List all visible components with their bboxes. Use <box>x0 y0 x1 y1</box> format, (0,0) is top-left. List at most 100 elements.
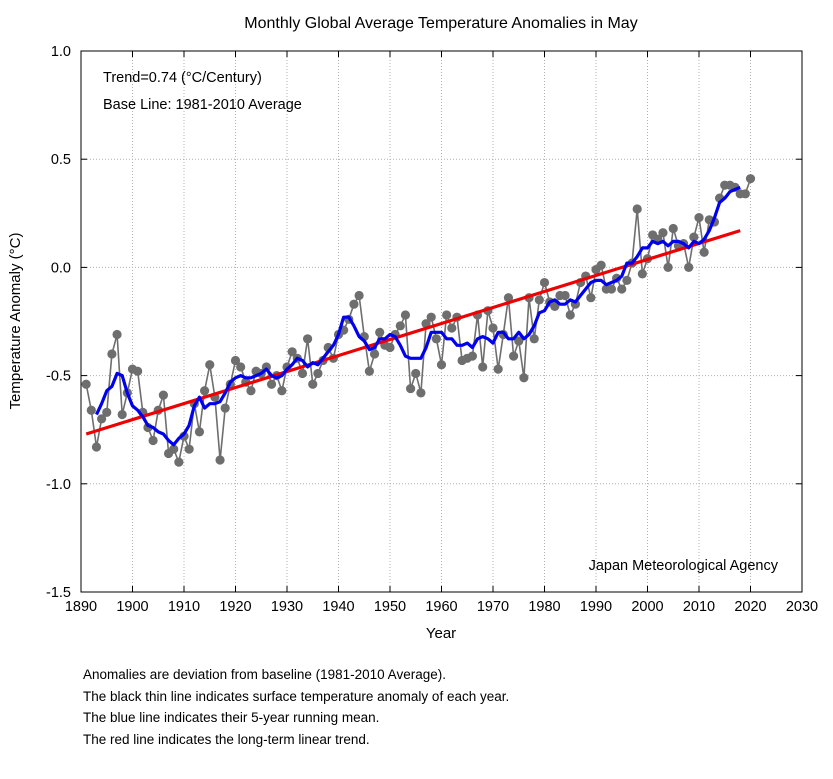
annual-anomaly-point <box>447 323 457 333</box>
annual-anomaly-point <box>694 213 704 223</box>
annual-anomaly-point <box>102 407 112 417</box>
annual-anomaly-point <box>699 247 709 257</box>
x-tick-label: 1920 <box>219 599 251 615</box>
annual-anomaly-point <box>529 334 539 344</box>
x-tick-label: 1930 <box>271 599 303 615</box>
annual-anomaly-point <box>406 383 416 394</box>
x-tick-label: 2020 <box>734 599 766 615</box>
annual-anomaly-point <box>158 390 168 400</box>
x-tick-label: 2010 <box>683 599 715 615</box>
agency-annotation: Japan Meteorological Agency <box>589 558 779 574</box>
annual-anomaly-point <box>308 379 318 389</box>
annual-anomaly-point <box>220 403 230 413</box>
y-tick-label: 0.0 <box>51 260 71 276</box>
annual-anomaly-point <box>493 364 503 374</box>
annual-anomaly-point <box>539 277 550 288</box>
annual-anomaly-point <box>184 444 194 454</box>
x-tick-label: 1970 <box>477 599 509 615</box>
annual-anomaly-point <box>169 444 179 454</box>
x-tick-label: 1960 <box>425 599 457 615</box>
annual-anomaly-point <box>478 362 488 372</box>
annual-anomaly-point <box>354 290 364 301</box>
x-axis-label: Year <box>426 625 456 642</box>
grid <box>81 51 802 592</box>
temperature-anomaly-chart: Monthly Global Average Temperature Anoma… <box>7 15 818 642</box>
annual-anomaly-point <box>560 290 570 301</box>
annual-anomaly-point <box>375 327 385 337</box>
trend-annotation: Trend=0.74 (°C/Century) <box>103 70 262 86</box>
annual-anomaly-point <box>622 275 632 285</box>
chart-title: Monthly Global Average Temperature Anoma… <box>244 15 637 32</box>
x-tick-label: 1890 <box>65 599 97 615</box>
annual-anomaly-point <box>436 360 447 370</box>
annual-anomaly-point <box>266 379 277 389</box>
baseline-annotation: Base Line: 1981-2010 Average <box>103 97 302 113</box>
annual-anomaly-point <box>148 435 158 446</box>
y-tick-label: -1.0 <box>46 477 71 493</box>
annual-anomaly-point <box>514 336 524 346</box>
annual-anomaly-point <box>205 360 215 370</box>
annual-anomaly-point <box>91 442 102 452</box>
y-axis-ticks: 1.0 0.5 0.0 -0.5 -1.0 -1.5 <box>46 44 802 601</box>
annual-anomaly-point <box>364 366 374 376</box>
annual-anomaly-point <box>297 368 308 379</box>
annual-anomaly-point <box>740 189 750 199</box>
annual-anomaly-point <box>400 310 411 320</box>
annual-anomaly-point <box>416 388 426 398</box>
note-baseline: Anomalies are deviation from baseline (1… <box>83 667 446 682</box>
series <box>81 174 756 467</box>
annual-anomaly-point <box>632 204 642 214</box>
annual-anomaly-point <box>246 386 256 396</box>
annual-anomaly-line <box>85 178 752 466</box>
annual-anomaly-point <box>689 232 699 242</box>
annual-anomaly-point <box>86 405 96 415</box>
annual-anomaly-point <box>684 262 694 272</box>
annual-anomaly-point <box>565 310 575 320</box>
plot-frame <box>80 50 803 593</box>
annual-anomaly-point <box>117 409 127 420</box>
annual-anomaly-point <box>236 362 246 372</box>
x-tick-label: 2030 <box>786 599 818 615</box>
annual-anomaly-point <box>385 342 395 353</box>
annual-anomaly-point <box>369 349 380 359</box>
annual-anomaly-point <box>133 366 143 376</box>
annual-anomaly-point <box>97 414 107 424</box>
annual-anomaly-point <box>81 379 91 389</box>
annual-anomaly-point <box>215 455 225 465</box>
annual-anomaly-point <box>200 386 210 396</box>
chart-notes: Anomalies are deviation from baseline (1… <box>83 664 509 750</box>
y-axis-label: Temperature Anomaly (°C) <box>7 233 24 410</box>
y-tick-label: 0.5 <box>51 152 71 168</box>
annual-anomaly-point <box>550 301 560 311</box>
annual-anomaly-point <box>230 355 241 366</box>
running-mean-line <box>95 185 741 447</box>
x-tick-label: 1900 <box>116 599 148 615</box>
annual-anomaly-point <box>586 293 596 303</box>
annual-anomaly-point <box>112 329 122 340</box>
annual-anomaly-point <box>174 457 184 467</box>
x-axis-ticks: 1890 1900 1910 1920 1930 1940 1950 1960 1970 1980… <box>65 51 818 615</box>
annual-anomaly-point <box>313 368 323 379</box>
annual-anomaly-point <box>617 284 627 294</box>
annual-anomaly-point <box>442 310 452 320</box>
y-tick-label: 1.0 <box>51 44 71 60</box>
annual-anomaly-point <box>431 334 441 344</box>
annual-anomaly-point <box>637 269 647 279</box>
annual-anomaly-point <box>488 323 498 333</box>
x-tick-label: 1940 <box>322 599 354 615</box>
annual-anomaly-point <box>606 284 617 294</box>
annual-anomaly-point <box>107 349 117 359</box>
note-anomaly-line: The black thin line indicates surface te… <box>83 688 510 704</box>
annual-anomaly-point <box>426 312 436 322</box>
x-tick-label: 1980 <box>528 599 560 615</box>
annual-anomaly-point <box>658 228 668 238</box>
annual-anomaly-point <box>467 351 477 361</box>
annual-anomaly-point <box>508 351 519 361</box>
y-tick-label: -1.5 <box>46 585 71 601</box>
x-tick-label: 2000 <box>631 599 663 615</box>
annual-anomaly-point <box>395 321 405 331</box>
annual-anomaly-point <box>519 373 529 383</box>
annual-anomaly-point <box>534 295 544 305</box>
x-tick-label: 1990 <box>580 599 612 615</box>
annual-anomaly-point <box>411 368 421 379</box>
